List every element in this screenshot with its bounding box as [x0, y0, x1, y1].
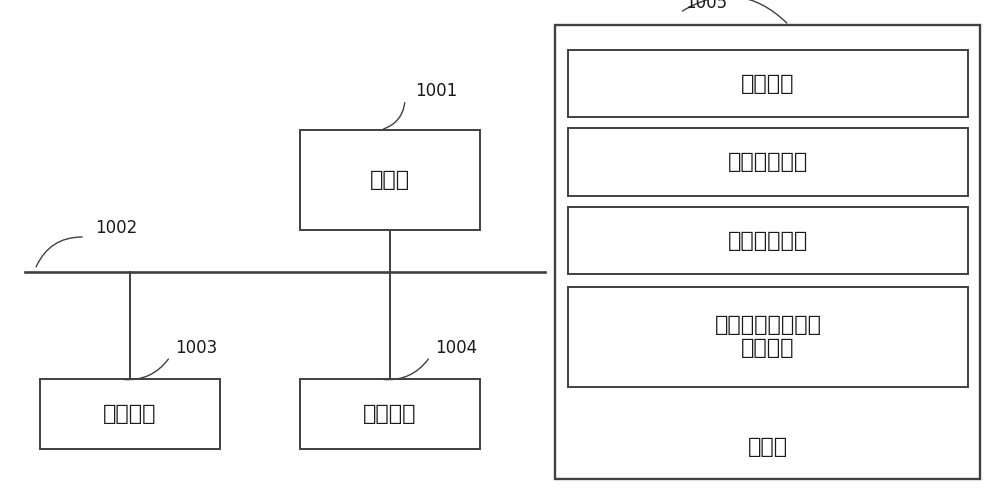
Text: 用户接口: 用户接口: [103, 404, 157, 424]
Bar: [568, 128, 968, 196]
Text: 1004: 1004: [435, 339, 477, 357]
Text: 网络接口: 网络接口: [363, 404, 417, 424]
Text: 1003: 1003: [175, 339, 217, 357]
Bar: [568, 50, 968, 117]
Text: 操作系统: 操作系统: [741, 73, 795, 94]
Bar: [300, 130, 480, 230]
Bar: [568, 207, 968, 274]
Bar: [40, 379, 220, 449]
Text: 1002: 1002: [95, 219, 137, 237]
Text: 转向泵控制逻辑的
优化程序: 转向泵控制逻辑的 优化程序: [714, 315, 822, 358]
Bar: [568, 287, 968, 387]
Text: 1005: 1005: [685, 0, 727, 12]
Text: 1001: 1001: [415, 82, 457, 100]
Bar: [300, 379, 480, 449]
Text: 网络通信模块: 网络通信模块: [728, 152, 808, 172]
Text: 存储器: 存储器: [747, 437, 788, 457]
Text: 处理器: 处理器: [370, 170, 410, 190]
Text: 用户接口模块: 用户接口模块: [728, 231, 808, 251]
Bar: [555, 25, 980, 479]
